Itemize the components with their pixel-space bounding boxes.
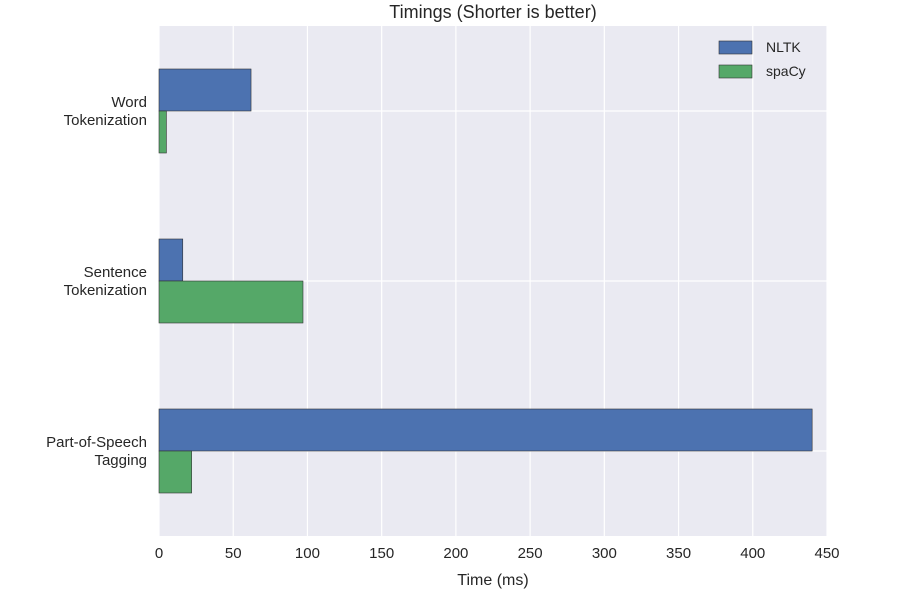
x-tick-label: 450 [814, 545, 839, 562]
y-category-label-line: Word [111, 94, 147, 111]
x-tick-labels: 0 50 100 150 200 250 300 350 400 450 [155, 545, 840, 562]
legend-swatch-spacy [718, 64, 753, 79]
bar-spacy-0 [158, 110, 167, 154]
bar-nltk-2 [158, 408, 813, 452]
bar-nltk-1 [158, 238, 184, 282]
legend-label: spaCy [766, 63, 806, 79]
x-tick-label: 400 [740, 545, 765, 562]
x-tick-label: 0 [155, 545, 163, 562]
y-category-label-line: Tokenization [64, 112, 147, 129]
legend-label: NLTK [766, 39, 801, 55]
x-tick-label: 100 [295, 545, 320, 562]
y-category-label: Sentence Tokenization [64, 264, 147, 299]
x-tick-label: 300 [592, 545, 617, 562]
y-category-label-line: Sentence [84, 264, 147, 281]
x-tick-label: 200 [443, 545, 468, 562]
x-tick-label: 50 [225, 545, 242, 562]
bar-spacy-1 [158, 280, 304, 324]
y-category-label: Word Tokenization [64, 94, 147, 129]
y-category-label-line: Part-of-Speech [46, 434, 147, 451]
bar-spacy-2 [158, 450, 192, 494]
x-tick-label: 350 [666, 545, 691, 562]
chart-title: Timings (Shorter is better) [389, 2, 596, 22]
legend-swatch-nltk [718, 40, 753, 55]
x-tick-label: 150 [369, 545, 394, 562]
legend: NLTK spaCy [718, 39, 806, 79]
x-axis-label: Time (ms) [457, 572, 528, 589]
y-category-label: Part-of-Speech Tagging [46, 434, 147, 469]
x-tick-label: 250 [518, 545, 543, 562]
y-category-label-line: Tagging [94, 452, 147, 469]
bar-nltk-0 [158, 68, 252, 112]
bars [158, 68, 813, 494]
y-category-label-line: Tokenization [64, 282, 147, 299]
